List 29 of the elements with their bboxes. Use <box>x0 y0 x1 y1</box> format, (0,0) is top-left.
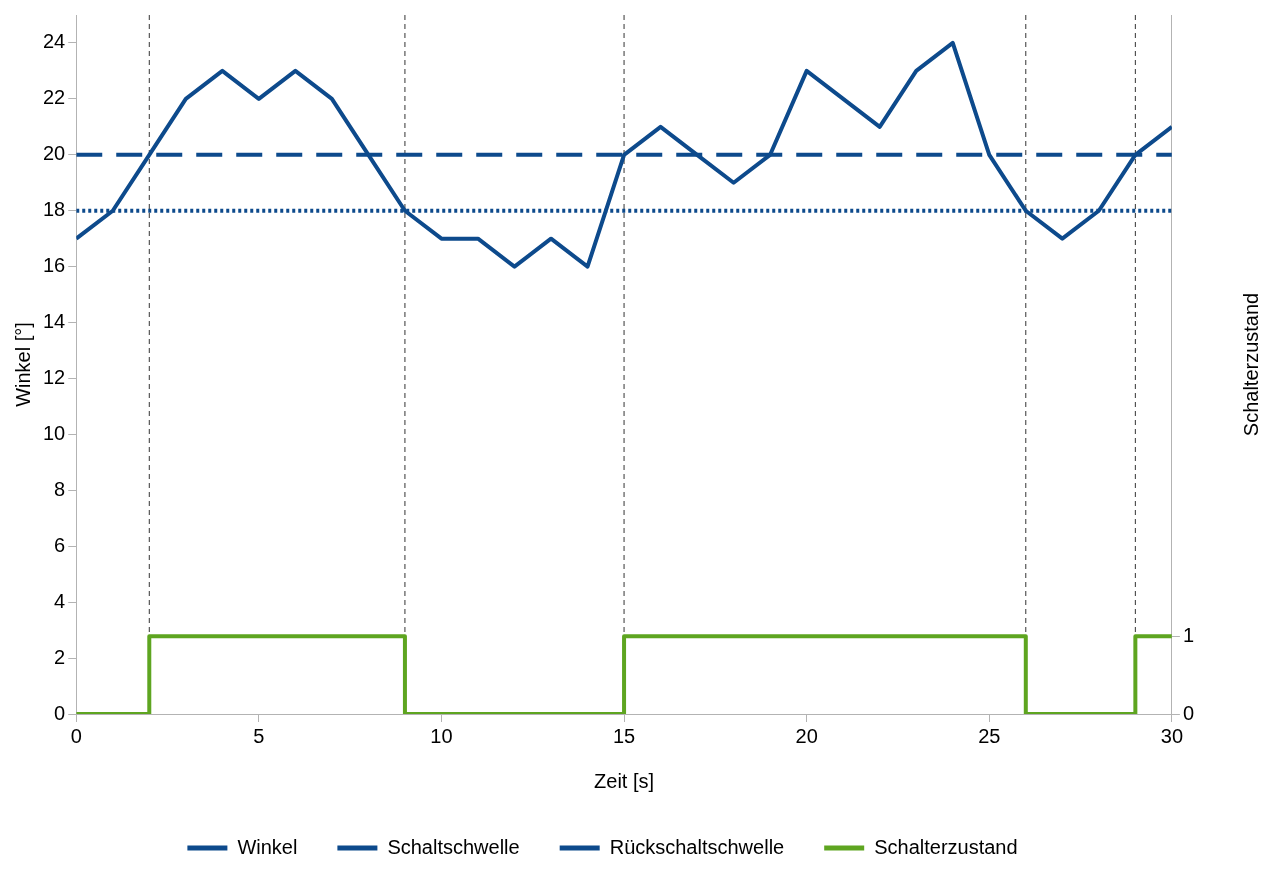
x-tick-label: 10 <box>430 724 453 747</box>
y-tick-label: 18 <box>43 198 66 221</box>
y2-tick-label: 0 <box>1182 701 1194 724</box>
y-tick-label: 4 <box>54 589 66 612</box>
x-tick-label: 0 <box>70 724 82 747</box>
legend-label: Schaltschwelle <box>387 835 520 858</box>
x-axis-title: Zeit [s] <box>594 769 655 792</box>
y2-axis-title: Schalterzustand <box>1239 292 1262 437</box>
legend-label: Rückschaltschwelle <box>609 835 785 858</box>
x-tick-label: 5 <box>253 724 265 747</box>
y-tick-label: 16 <box>43 254 66 277</box>
x-tick-label: 20 <box>795 724 818 747</box>
x-tick-label: 25 <box>978 724 1001 747</box>
y-tick-label: 8 <box>54 477 66 500</box>
y-tick-label: 12 <box>43 366 66 388</box>
y-tick-label: 24 <box>43 30 66 53</box>
y-tick-label: 14 <box>43 310 66 333</box>
y-tick-label: 20 <box>43 142 66 165</box>
y-tick-label: 6 <box>54 533 66 556</box>
y-tick-label: 2 <box>54 645 66 668</box>
legend-label: Schalterzustand <box>874 835 1018 858</box>
legend-label: Winkel <box>237 835 298 858</box>
y-tick-label: 0 <box>54 701 66 724</box>
y-axis-title: Winkel [°] <box>11 322 34 407</box>
x-tick-label: 30 <box>1160 724 1183 747</box>
x-tick-label: 15 <box>612 724 636 747</box>
y-tick-label: 10 <box>43 421 66 444</box>
y2-tick-label: 1 <box>1182 623 1194 646</box>
y-tick-label: 22 <box>43 86 66 109</box>
